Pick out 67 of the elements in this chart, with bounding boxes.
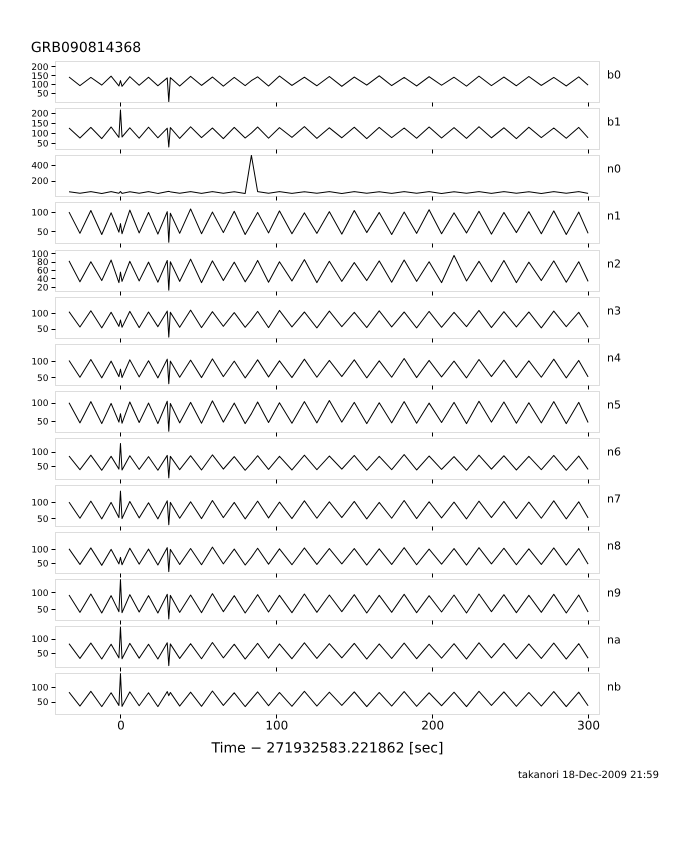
y-tick-label: 100 <box>31 588 49 599</box>
x-tick-label: 0 <box>117 718 125 732</box>
y-tick-label: 200 <box>31 62 49 73</box>
y-tick-label: 100 <box>31 399 49 410</box>
text: n8 <box>607 539 621 552</box>
y-tick-label: 50 <box>37 514 49 525</box>
line-series <box>68 254 589 291</box>
y-tick-label: 200 <box>31 177 49 188</box>
line-series <box>68 75 589 102</box>
y-tick-label: 150 <box>31 120 49 130</box>
line-series <box>68 208 589 243</box>
y-tick-label: 50 <box>37 90 49 100</box>
y-tick-label: 50 <box>37 698 49 708</box>
y-tick-label: 50 <box>37 325 49 336</box>
x-axis-title: Time − 271932583.221862 [sec] <box>210 740 444 756</box>
text: n0 <box>607 162 621 176</box>
y-tick-label: 50 <box>37 649 49 660</box>
y-tick-label: 50 <box>37 374 49 384</box>
series-label: n5 <box>607 398 621 412</box>
text: n9 <box>607 586 621 600</box>
line-series <box>68 310 589 338</box>
y-tick-label: 50 <box>37 560 49 570</box>
x-tick-label: 300 <box>577 718 600 732</box>
y-tick-label: 200 <box>31 110 49 120</box>
line-series <box>68 626 589 666</box>
y-tick-label: 400 <box>31 162 49 172</box>
y-tick-label: 50 <box>37 140 49 150</box>
y-tick-label: 100 <box>31 358 49 368</box>
y-tick-label: 100 <box>31 498 49 509</box>
x-tick-label: 100 <box>265 718 288 732</box>
line-series <box>68 443 589 478</box>
series-label: b0 <box>607 68 621 82</box>
y-tick-label: 100 <box>31 545 49 556</box>
y-tick-label: 100 <box>31 80 49 91</box>
y-tick-label: 100 <box>31 635 49 646</box>
y-tick-label: 50 <box>37 462 49 473</box>
series-label: n3 <box>607 304 621 318</box>
y-tick-label: 100 <box>31 130 49 140</box>
text: nb <box>607 680 621 694</box>
chart-title: GRB090814368 <box>30 40 142 56</box>
text: na <box>607 633 621 646</box>
y-tick-label: 50 <box>37 606 49 616</box>
series-label: n6 <box>607 445 621 458</box>
y-tick-label: 20 <box>37 283 49 294</box>
y-tick-label: 100 <box>31 683 49 694</box>
line-series <box>68 400 589 432</box>
line-series <box>68 155 589 194</box>
line-series <box>68 110 589 148</box>
y-tick-label: 50 <box>37 228 49 238</box>
line-series <box>68 546 589 572</box>
series-label: b1 <box>607 115 621 128</box>
series-label: n2 <box>607 257 621 270</box>
y-tick-label: 100 <box>31 250 49 260</box>
y-tick-label: 100 <box>31 448 49 458</box>
y-tick-label: 50 <box>37 418 49 428</box>
y-tick-label: 150 <box>31 72 49 82</box>
text: n7 <box>607 492 621 506</box>
y-tick-label: 100 <box>31 310 49 320</box>
y-tick-label: 40 <box>37 274 49 285</box>
series-label: n1 <box>607 209 621 222</box>
y-tick-label: 100 <box>31 208 49 219</box>
text: n4 <box>607 351 621 364</box>
x-tick-label: 200 <box>421 718 444 732</box>
text: takanori 18-Dec-2009 21:59 <box>518 770 659 781</box>
y-tick-label: 60 <box>37 266 49 277</box>
line-series <box>68 358 589 384</box>
line-series <box>68 490 589 526</box>
